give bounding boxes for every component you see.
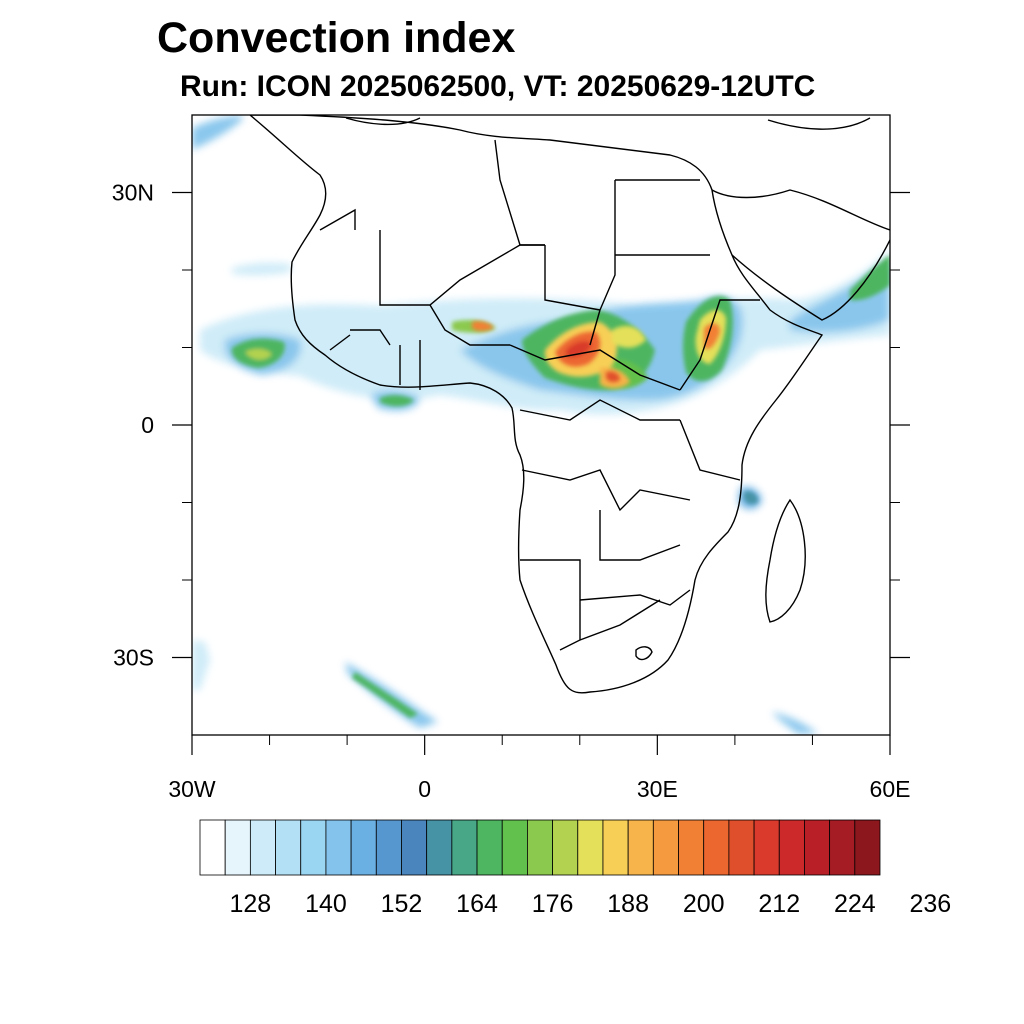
colorbar-label: 164: [456, 890, 498, 918]
colorbar-swatch: [224, 819, 251, 876]
colorbar-swatch: [728, 819, 755, 876]
colorbar-label: 200: [683, 890, 725, 918]
colorbar-swatch: [602, 819, 629, 876]
x-tick-label: 30E: [637, 776, 678, 802]
colorbar-swatch: [476, 819, 503, 876]
chart-subtitle: Run: ICON 2025062500, VT: 20250629-12UTC: [180, 70, 816, 103]
colorbar-swatch: [275, 819, 302, 876]
x-tick-label: 60E: [870, 776, 911, 802]
colorbar-label: 188: [607, 890, 649, 918]
colorbar-swatch: [199, 819, 226, 876]
colorbar-label: 236: [910, 890, 952, 918]
colorbar-label: 128: [230, 890, 272, 918]
colorbar-swatch: [577, 819, 604, 876]
colorbar-swatch: [375, 819, 402, 876]
map-axes: 30W 0 30E 60E 30N 0 30S: [112, 114, 911, 802]
colorbar-swatch: [703, 819, 730, 876]
y-tick-label: 30S: [113, 645, 154, 671]
colorbar: 128 140 152 164 176 188 200 212 224 236: [199, 819, 952, 918]
colorbar-label: 176: [532, 890, 574, 918]
colorbar-swatch: [778, 819, 805, 876]
convection-field: [192, 115, 890, 734]
colorbar-swatch: [325, 819, 352, 876]
colorbar-swatch: [652, 819, 679, 876]
colorbar-swatch: [627, 819, 654, 876]
colorbar-swatch: [527, 819, 553, 876]
colorbar-swatch: [249, 819, 276, 876]
colorbar-label: 224: [834, 890, 876, 918]
chart-title: Convection index: [157, 14, 516, 62]
x-tick-label: 30W: [168, 776, 216, 802]
colorbar-swatch: [451, 819, 478, 876]
y-tick-label: 30N: [112, 180, 154, 206]
colorbar-swatch: [678, 819, 705, 876]
colorbar-swatch: [854, 819, 881, 876]
colorbar-swatch: [753, 819, 780, 876]
colorbar-label: 212: [758, 890, 800, 918]
colorbar-swatch: [300, 819, 327, 876]
coastlines: [248, 115, 890, 694]
colorbar-swatch: [426, 819, 453, 876]
colorbar-label: 152: [381, 890, 423, 918]
colorbar-label: 140: [305, 890, 347, 918]
colorbar-swatch: [350, 819, 377, 876]
x-tick-label: 0: [418, 776, 431, 802]
colorbar-swatch: [552, 819, 579, 876]
colorbar-swatch: [829, 819, 856, 876]
colorbar-swatch: [804, 819, 831, 876]
y-tick-label: 0: [141, 412, 154, 438]
colorbar-swatch: [401, 819, 428, 876]
plot-frame: [191, 114, 891, 736]
colorbar-swatch: [501, 819, 528, 876]
